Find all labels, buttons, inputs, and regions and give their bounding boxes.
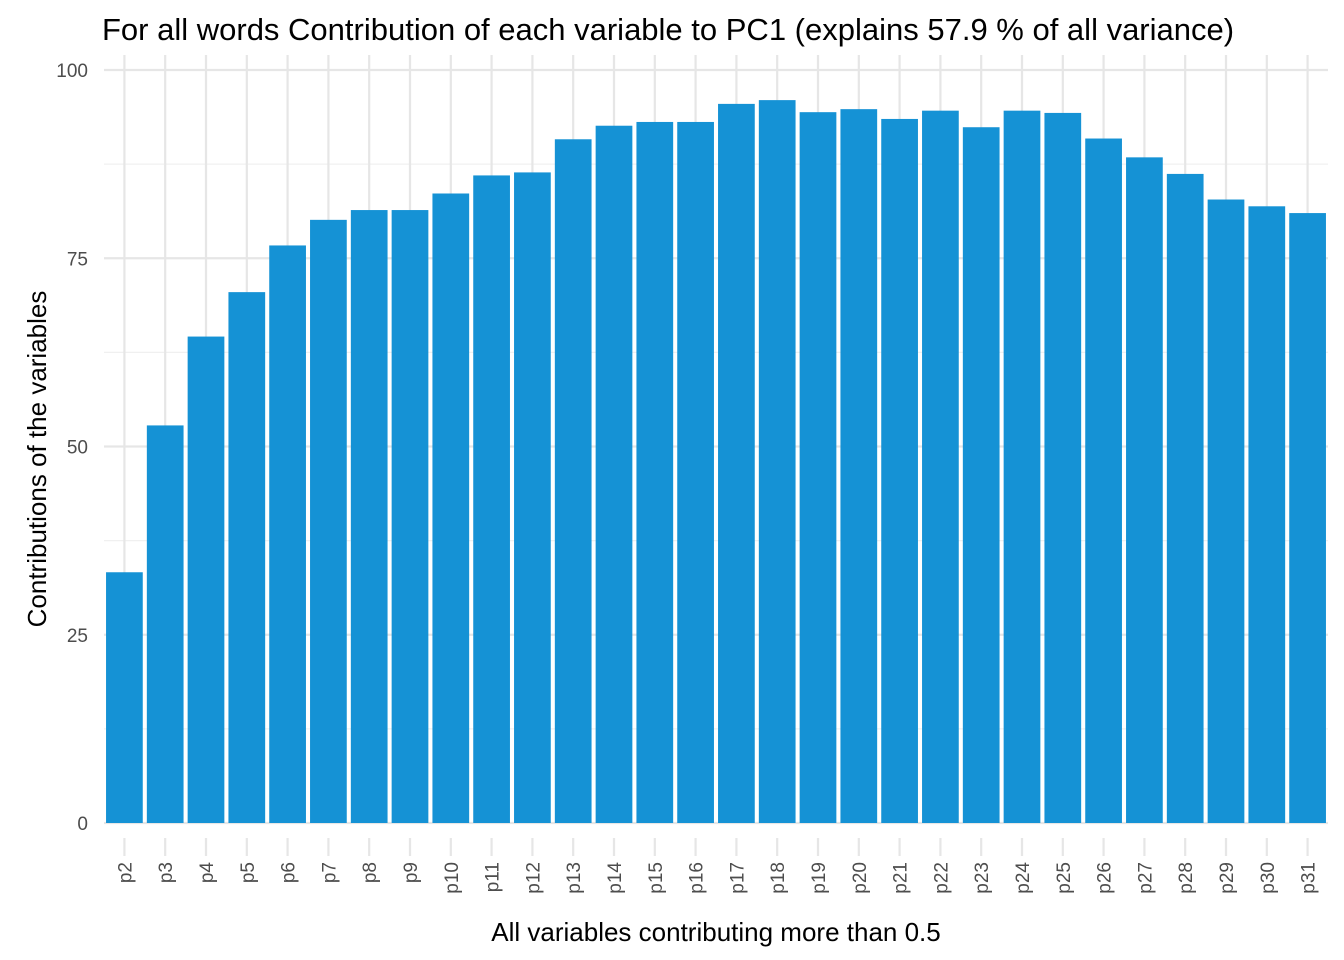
y-tick-label: 75 — [67, 249, 88, 270]
x-tick-label: p28 — [1176, 862, 1197, 894]
x-tick-label: p3 — [156, 862, 177, 883]
bar-p16 — [677, 121, 714, 823]
bar-p21 — [881, 118, 918, 823]
bar-p3 — [146, 425, 184, 823]
x-tick-label: p18 — [768, 862, 789, 894]
y-axis-ticks: 0 25 50 75 100 — [56, 61, 88, 835]
bar-p8 — [350, 210, 388, 824]
bar-p12 — [514, 172, 551, 823]
x-tick-label: p6 — [279, 862, 300, 883]
bar-p10 — [432, 193, 470, 823]
bar-p27 — [1126, 157, 1163, 823]
x-tick-label: p23 — [972, 862, 993, 894]
x-tick-label: p26 — [1095, 862, 1116, 894]
bar-p5 — [228, 292, 266, 823]
x-tick-label: p17 — [727, 862, 748, 894]
x-tick-label: p12 — [523, 862, 544, 894]
bar-p7 — [310, 219, 347, 824]
x-tick-label: p10 — [442, 862, 463, 894]
bar-p31 — [1289, 213, 1326, 823]
bar-p23 — [962, 127, 1000, 823]
bar-p9 — [391, 210, 429, 824]
bars — [106, 100, 1326, 824]
x-tick-label: p14 — [605, 862, 626, 894]
bar-p15 — [636, 121, 674, 823]
x-tick-label: p20 — [850, 862, 871, 894]
bar-p4 — [187, 336, 225, 823]
chart-title: For all words Contribution of each varia… — [102, 12, 1234, 47]
bar-p26 — [1085, 138, 1122, 823]
y-tick-label: 25 — [67, 626, 88, 647]
x-tick-label: p30 — [1258, 862, 1279, 894]
x-tick-label: p21 — [891, 862, 912, 894]
x-tick-label: p8 — [360, 862, 381, 883]
bar-p24 — [1003, 110, 1041, 824]
bar-p17 — [718, 103, 755, 823]
x-tick-label: p25 — [1054, 862, 1075, 894]
bar-p22 — [922, 110, 959, 824]
x-tick-label: p11 — [483, 862, 504, 892]
bar-p29 — [1207, 199, 1245, 824]
x-tick-label: p9 — [401, 862, 422, 883]
bar-p20 — [840, 109, 878, 823]
x-tick-label: p15 — [646, 862, 667, 894]
bar-p6 — [269, 245, 306, 824]
x-axis-title: All variables contributing more than 0.5 — [491, 917, 940, 947]
x-tick-label: p5 — [238, 862, 259, 883]
x-tick-label: p19 — [809, 862, 830, 894]
bar-p28 — [1166, 173, 1204, 823]
y-axis-title: Contributions of the variables — [22, 291, 52, 628]
bar-p13 — [554, 139, 592, 823]
bar-p14 — [595, 125, 633, 824]
x-tick-label: p31 — [1299, 862, 1320, 894]
bar-p2 — [106, 572, 143, 823]
x-tick-label: p7 — [319, 862, 340, 883]
y-tick-label: 100 — [56, 61, 88, 82]
x-tick-label: p27 — [1135, 862, 1156, 894]
x-tick-label: p4 — [197, 862, 218, 884]
x-tick-label: p22 — [931, 862, 952, 894]
x-tick-label: p13 — [564, 862, 585, 894]
bar-p30 — [1248, 206, 1286, 824]
x-axis-ticks: p2 p3 p4 p5 p6 p7 p8 p9 p10 p11 p12 p13 p14 p15 p16 p17… — [115, 838, 1320, 894]
x-tick-label: p24 — [1013, 862, 1034, 894]
bar-p18 — [758, 100, 796, 824]
y-tick-label: 0 — [77, 814, 88, 835]
x-tick-label: p16 — [687, 862, 708, 894]
bar-p11 — [473, 175, 510, 824]
x-tick-label: p2 — [115, 862, 136, 883]
x-tick-label: p29 — [1217, 862, 1238, 894]
bar-p25 — [1044, 112, 1082, 823]
y-tick-label: 50 — [67, 438, 88, 459]
bar-p19 — [799, 112, 837, 824]
